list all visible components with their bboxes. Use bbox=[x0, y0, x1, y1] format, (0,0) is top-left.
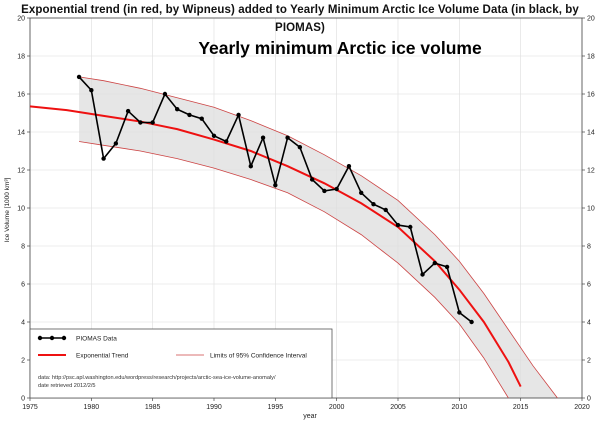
y-tick-label-left: 4 bbox=[21, 320, 25, 327]
data-point bbox=[469, 319, 474, 325]
x-axis-label: year bbox=[303, 413, 317, 420]
data-point bbox=[432, 260, 437, 266]
legend-marker-data bbox=[37, 335, 43, 341]
data-point bbox=[260, 135, 266, 140]
y-tick-label-left: 20 bbox=[17, 16, 25, 23]
y-axis-label: Ice Volume [1000 km³] bbox=[4, 177, 11, 242]
y-tick-label-right: 0 bbox=[587, 396, 591, 403]
x-tick-label: 2015 bbox=[513, 404, 529, 411]
confidence-upper-line bbox=[79, 76, 558, 399]
data-point bbox=[162, 91, 168, 97]
data-point bbox=[224, 139, 229, 144]
data-point bbox=[125, 108, 131, 114]
data-point bbox=[334, 186, 339, 192]
x-tick-label: 1985 bbox=[145, 404, 161, 411]
data-point bbox=[199, 116, 204, 121]
y-tick-label-left: 10 bbox=[17, 206, 25, 213]
data-point bbox=[309, 177, 315, 182]
legend-label-data: PIOMAS Data bbox=[76, 336, 117, 343]
confidence-band bbox=[79, 76, 558, 399]
x-tick-label: 1995 bbox=[268, 404, 284, 411]
confidence-lower-line bbox=[79, 141, 509, 399]
data-point bbox=[322, 188, 327, 194]
data-point bbox=[420, 272, 425, 277]
y-tick-label-left: 18 bbox=[17, 54, 25, 61]
x-tick-label: 2020 bbox=[574, 404, 590, 411]
y-tick-label-left: 8 bbox=[21, 244, 25, 251]
data-point bbox=[383, 207, 388, 213]
y-tick-label-right: 16 bbox=[587, 92, 595, 99]
data-point bbox=[285, 135, 290, 140]
y-tick-label-left: 16 bbox=[17, 92, 25, 99]
data-point bbox=[175, 107, 180, 112]
y-tick-label-right: 20 bbox=[587, 16, 595, 23]
x-tick-label: 2005 bbox=[390, 404, 406, 411]
y-tick-label-left: 2 bbox=[21, 358, 25, 365]
legend-source-note: data: http://psc.apl.washington.edu/word… bbox=[38, 375, 276, 381]
y-tick-label-right: 4 bbox=[587, 320, 591, 327]
legend-box bbox=[29, 328, 333, 399]
x-tick-label: 1975 bbox=[22, 404, 38, 411]
legend-label-trend: Exponential Trend bbox=[76, 353, 129, 360]
chart-header: Exponential trend (in red, by Wipneus) a… bbox=[0, 0, 600, 34]
x-tick-label: 1990 bbox=[206, 404, 222, 411]
data-point bbox=[211, 133, 217, 138]
data-point bbox=[101, 156, 106, 161]
data-point bbox=[138, 120, 143, 125]
legend: PIOMAS Data Exponential Trend Limits of 95… bbox=[29, 328, 333, 399]
confidence-band-layer bbox=[79, 76, 558, 399]
legend-date-note: date retrieved 2012/2/5 bbox=[38, 383, 96, 389]
data-point bbox=[113, 141, 119, 146]
data-point bbox=[457, 310, 462, 315]
legend-label-limits: Limits of 95% Confidence Interval bbox=[210, 353, 307, 360]
data-point bbox=[236, 112, 241, 118]
y-tick-label-left: 0 bbox=[21, 396, 25, 403]
y-tick-label-right: 6 bbox=[587, 282, 591, 289]
y-tick-label-right: 2 bbox=[587, 358, 591, 365]
y-tick-label-right: 14 bbox=[587, 130, 595, 137]
y-tick-label-left: 6 bbox=[21, 282, 25, 289]
data-point bbox=[273, 183, 278, 188]
legend-marker-data bbox=[61, 335, 67, 341]
x-tick-label: 2010 bbox=[452, 404, 468, 411]
data-point bbox=[297, 145, 303, 150]
y-tick-label-left: 14 bbox=[17, 130, 25, 137]
y-tick-label-right: 18 bbox=[587, 54, 595, 61]
data-point bbox=[444, 264, 450, 270]
series-layer bbox=[29, 74, 558, 399]
data-point bbox=[408, 224, 413, 230]
axis-layer: 1975 1980 1985 1990 1995 2000 2005 2010 2015 2020… bbox=[17, 16, 595, 412]
y-tick-label-left: 12 bbox=[17, 168, 25, 175]
chart-subtitle: Yearly minimum Arctic ice volume bbox=[198, 38, 482, 58]
data-point bbox=[395, 222, 401, 228]
x-tick-label: 2000 bbox=[329, 404, 345, 411]
data-point bbox=[371, 202, 376, 207]
data-point bbox=[248, 164, 253, 169]
data-point bbox=[187, 112, 192, 118]
y-tick-label-right: 12 bbox=[587, 168, 595, 175]
data-point bbox=[359, 190, 364, 195]
trend-line bbox=[29, 105, 522, 388]
y-tick-label-right: 8 bbox=[587, 244, 591, 251]
data-point bbox=[150, 120, 155, 125]
chart-title: Exponential trend (in red, by Wipneus) a… bbox=[21, 4, 579, 34]
data-point bbox=[76, 74, 82, 80]
y-tick-label-right: 10 bbox=[587, 206, 595, 213]
legend-marker-data bbox=[49, 335, 55, 341]
data-point bbox=[346, 164, 352, 169]
x-tick-label: 1980 bbox=[84, 404, 100, 411]
data-point bbox=[89, 88, 94, 93]
